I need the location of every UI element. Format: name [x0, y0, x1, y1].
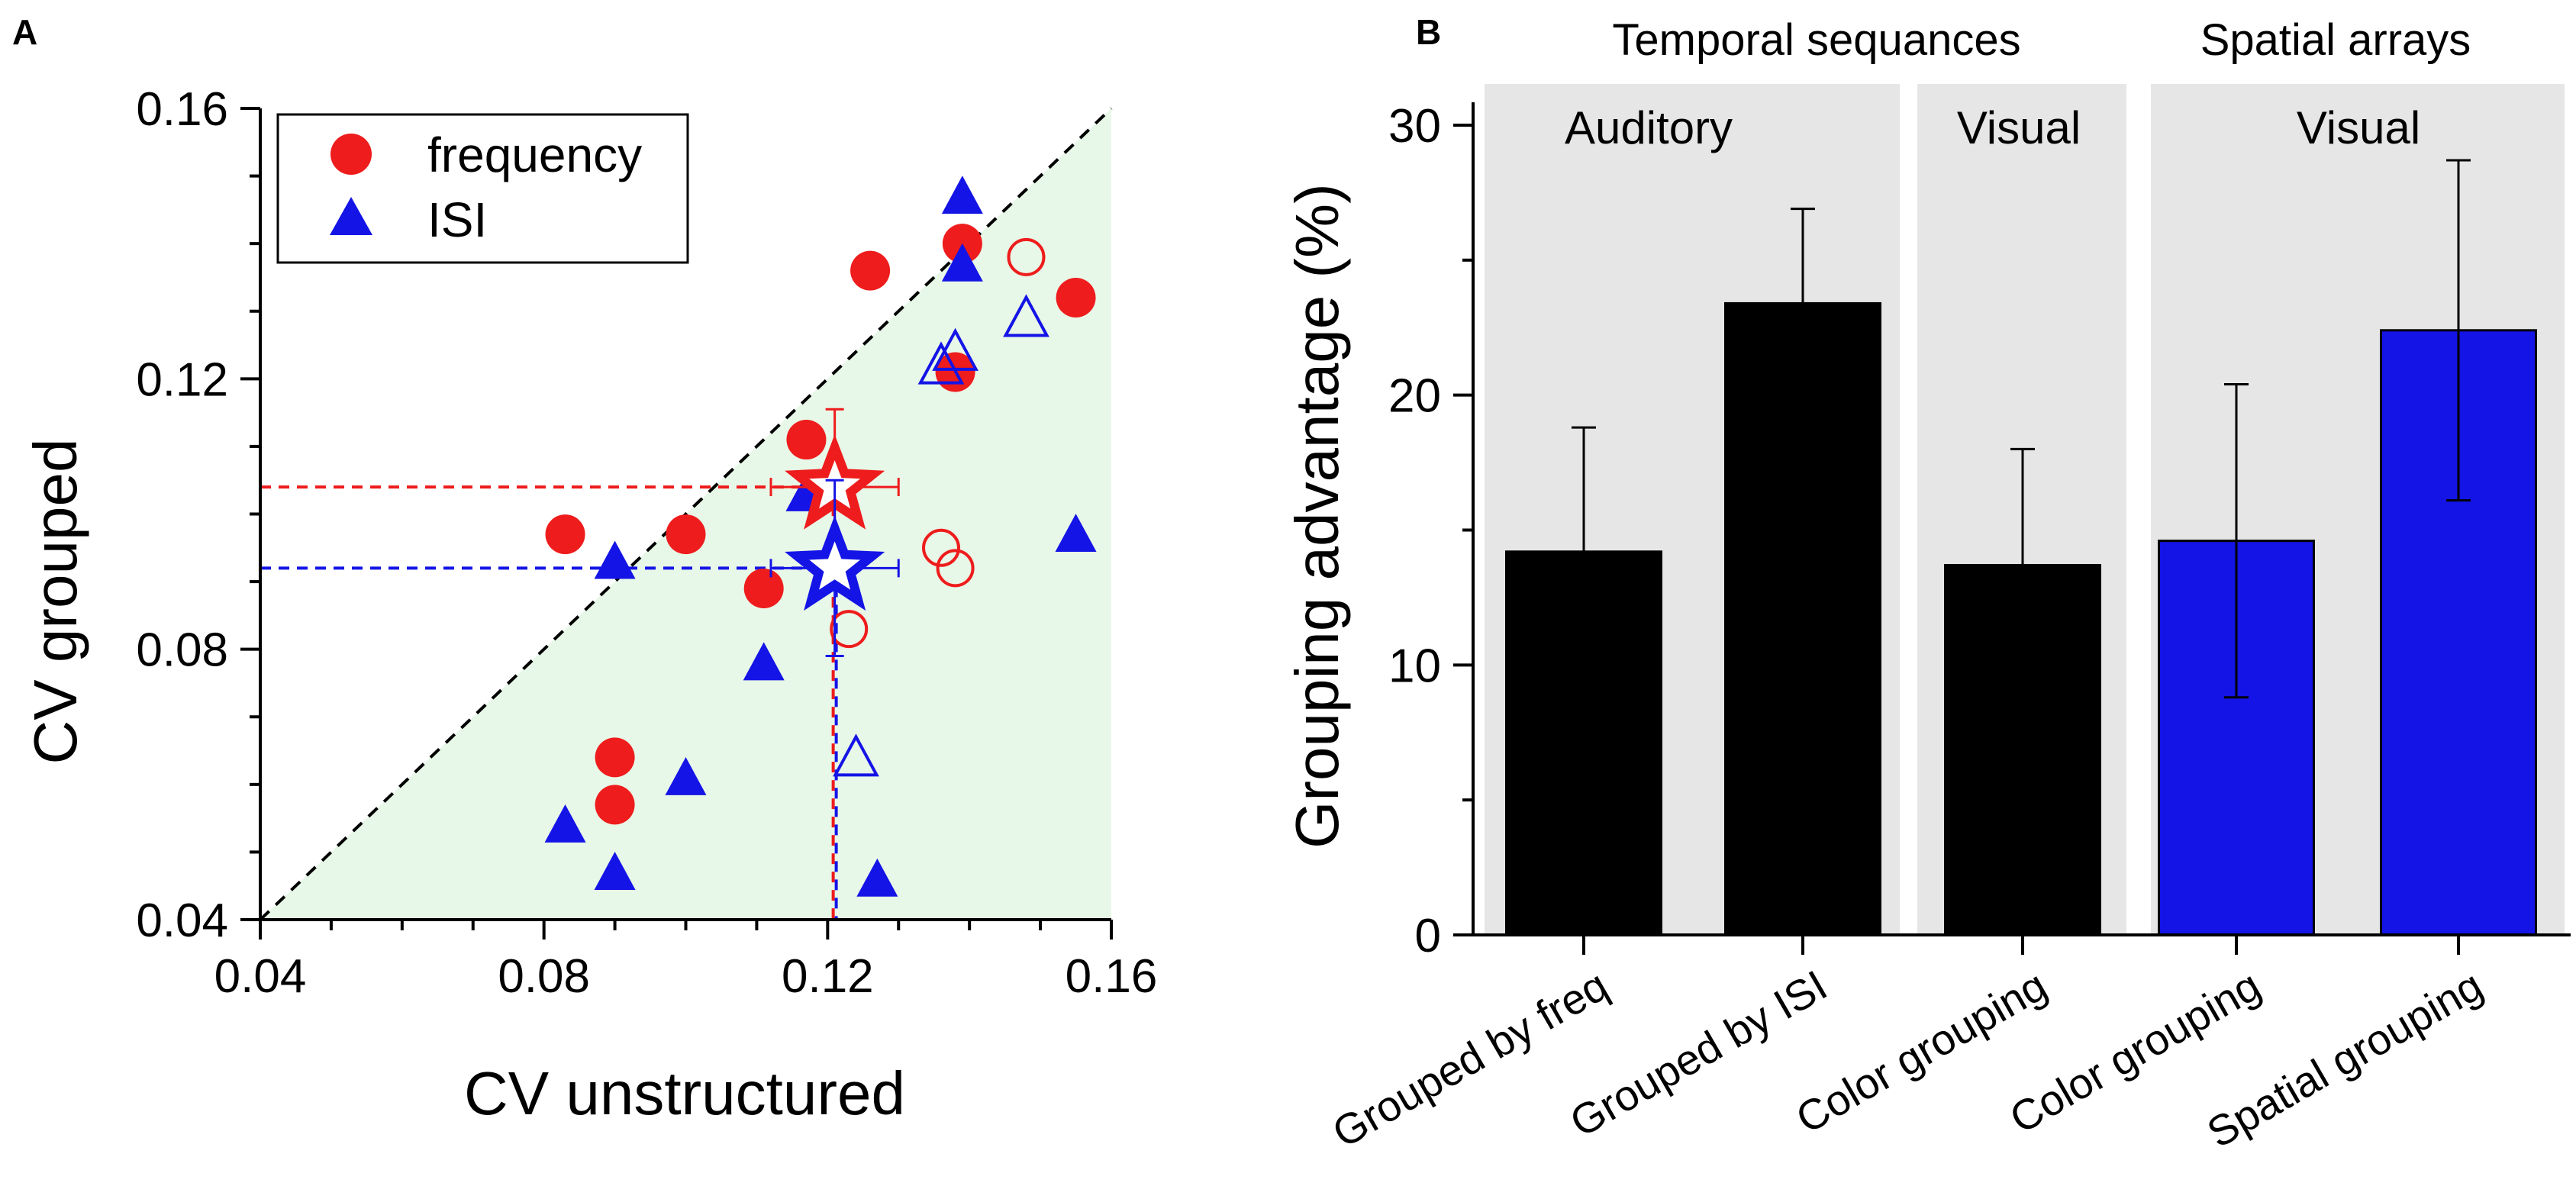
frequency-point [743, 568, 784, 608]
isi-open-point [917, 341, 965, 385]
y-tick-label: 0.04 [136, 894, 228, 947]
b-y-tick-label: 0 [1415, 910, 1441, 962]
mean-reference-lines [260, 485, 838, 920]
isi-point [665, 756, 707, 795]
legend-frequency-marker [330, 134, 372, 175]
x-tick-label: 0.08 [498, 950, 590, 1003]
y-axis-title-b: Grouping advantage (%) [1283, 183, 1351, 849]
frequency-point [595, 785, 635, 825]
region-label-visual-temporal: Visual [1957, 102, 2081, 153]
panel-a-ticks: 0.04 0.08 0.12 0.16 0.04 0.08 0.12 0.16 [136, 83, 1157, 1003]
group-label-spatial: Spatial arrays [2200, 15, 2471, 65]
y-tick-label: 0.08 [136, 624, 228, 677]
frequency-point [786, 420, 827, 460]
x-tick-label: 0.04 [214, 950, 307, 1003]
frequency-point [595, 737, 635, 778]
panel-a-label: A [12, 12, 37, 52]
bar-1 [1724, 301, 1881, 936]
b-y-tick-label: 10 [1388, 640, 1441, 692]
panel-b-bar-chart: B Temporal sequances Spatial arrays Audi… [1283, 12, 2571, 1157]
isi-point [941, 243, 983, 282]
frequency-open-point [1007, 237, 1046, 276]
region-label-visual-spatial: Visual [2297, 102, 2420, 153]
frequency-point [1056, 278, 1096, 318]
x-tick-label: 0.12 [782, 950, 874, 1003]
panel-b-bars [1505, 159, 2537, 936]
panel-b-ticks: 0 10 20 30 [1388, 100, 2460, 962]
isi-open-point [1003, 294, 1049, 337]
y-tick-label: 0.12 [136, 353, 228, 406]
isi-mean-star [785, 515, 885, 611]
isi-point [1055, 514, 1097, 553]
frequency-open-point [922, 528, 960, 567]
isi-open-point [833, 733, 879, 777]
x-tick-label: 0.16 [1066, 950, 1158, 1003]
x-axis-title: CV unstructured [464, 1059, 905, 1127]
frequency-open-point [936, 549, 975, 588]
group-label-temporal: Temporal sequances [1612, 15, 2020, 65]
category-label-0: Grouped by freq [1324, 961, 1616, 1157]
isi-point [743, 642, 785, 681]
y-tick-label: 0.16 [136, 83, 228, 136]
b-y-tick-label: 30 [1388, 100, 1441, 153]
panel-b-label: B [1416, 12, 1441, 52]
identity-line [259, 107, 1113, 921]
isi-point [544, 804, 586, 843]
frequency-open-point [830, 610, 869, 649]
frequency-point [666, 514, 706, 555]
frequency-point [545, 514, 585, 555]
isi-point [594, 540, 636, 579]
panel-a-means [769, 408, 900, 658]
region-label-auditory: Auditory [1565, 102, 1733, 153]
legend: frequency ISI [276, 113, 689, 264]
legend-frequency-label: frequency [427, 127, 642, 182]
legend-isi-label: ISI [427, 192, 487, 247]
isi-point [941, 176, 983, 214]
panel-a-scatter: A 0.04 0.08 0.12 0.16 0.04 0.08 0.12 0.16 CV un… [12, 12, 1157, 1127]
isi-point [594, 851, 636, 890]
legend-isi-marker [330, 197, 372, 235]
isi-open-point [932, 327, 978, 371]
frequency-point [850, 250, 891, 291]
y-axis-title: CV grouped [21, 439, 89, 765]
b-y-tick-label: 20 [1388, 370, 1441, 423]
isi-point [856, 858, 898, 897]
